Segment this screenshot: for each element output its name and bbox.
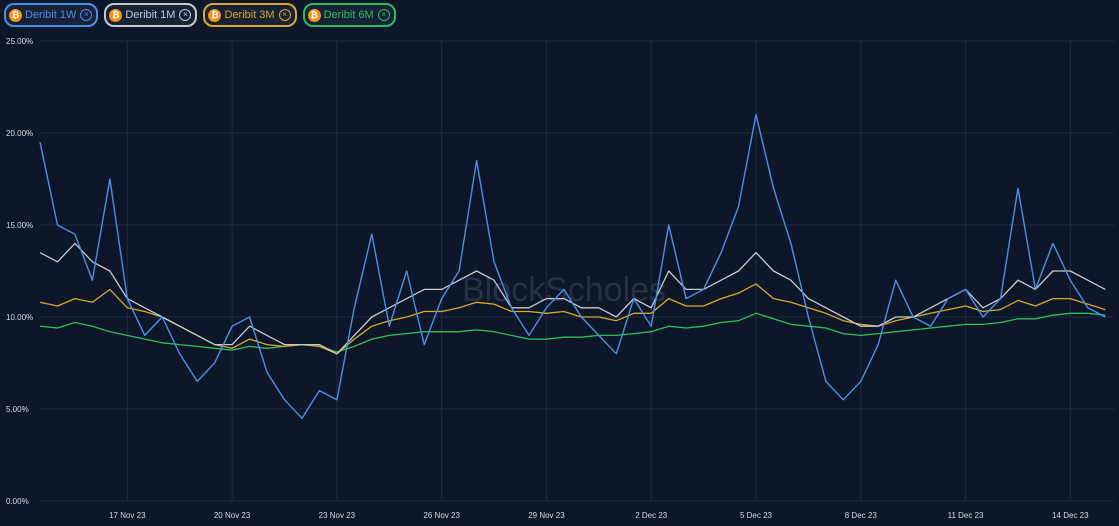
x-tick-label: 5 Dec 23 [740,511,773,520]
x-tick-label: 20 Nov 23 [214,511,251,520]
y-tick-label: 25.00% [6,37,33,46]
legend-label: Deribit 3M [224,9,275,21]
x-tick-label: 26 Nov 23 [423,511,460,520]
x-tick-label: 23 Nov 23 [319,511,356,520]
series-line-deribit-6m [39,312,1106,353]
x-tick-label: 8 Dec 23 [845,511,878,520]
series-line-deribit-1w [39,113,1106,419]
x-tick-label: 29 Nov 23 [528,511,565,520]
close-circle-icon[interactable]: × [80,9,93,21]
series-legend: ₿ Deribit 1W × ₿ Deribit 1M × ₿ Deribit … [4,3,396,27]
legend-chip-3m[interactable]: ₿ Deribit 3M × [203,3,297,27]
x-axis-labels: 17 Nov 23 20 Nov 23 23 Nov 23 26 Nov 23 29 N… [109,511,1089,520]
grid [40,40,1114,502]
bitcoin-icon: ₿ [208,8,222,22]
y-tick-label: 10.00% [6,313,33,322]
y-tick-label: 0.00% [6,497,29,506]
bitcoin-icon: ₿ [109,8,123,22]
close-circle-icon[interactable]: × [377,9,390,21]
y-axis-labels: 0.00% 5.00% 10.00% 15.00% 20.00% 25.00% [6,37,33,506]
x-tick-label: 14 Dec 23 [1052,511,1089,520]
legend-chip-1w[interactable]: ₿ Deribit 1W × [4,3,99,27]
legend-label: Deribit 6M [323,9,374,21]
series-lines [39,113,1106,419]
x-tick-label: 17 Nov 23 [109,511,146,520]
legend-label: Deribit 1W [25,9,77,21]
x-tick-label: 2 Dec 23 [635,511,668,520]
close-circle-icon[interactable]: × [278,9,291,21]
legend-label: Deribit 1M [125,9,176,21]
y-tick-label: 5.00% [6,405,29,414]
bitcoin-icon: ₿ [307,8,321,22]
y-tick-label: 15.00% [6,221,33,230]
bitcoin-icon: ₿ [9,8,22,22]
y-tick-label: 20.00% [6,129,33,138]
x-tick-label: 11 Dec 23 [948,511,984,520]
close-circle-icon[interactable]: × [179,9,192,21]
legend-chip-6m[interactable]: ₿ Deribit 6M × [302,3,396,27]
legend-chip-1m[interactable]: ₿ Deribit 1M × [104,3,198,27]
